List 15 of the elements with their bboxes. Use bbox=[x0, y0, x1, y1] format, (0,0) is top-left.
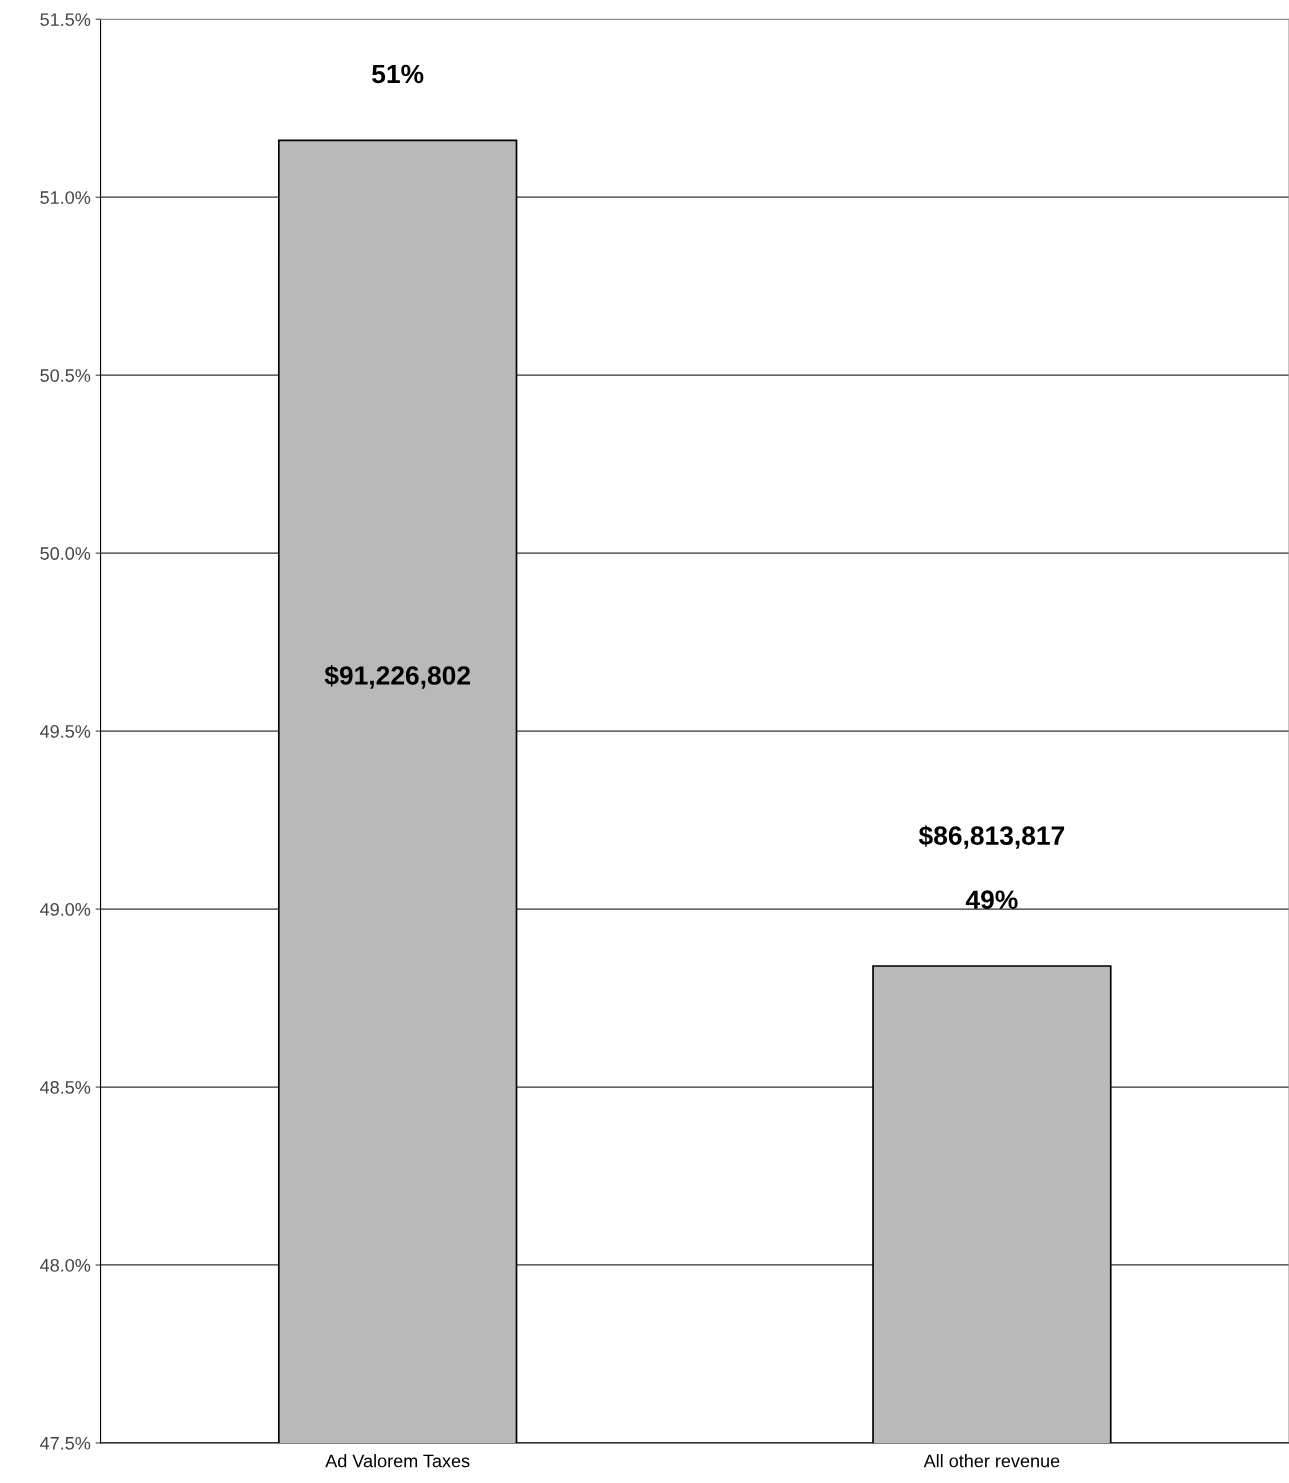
y-tick-label: 51.0% bbox=[40, 191, 91, 204]
y-tick-label: 49.0% bbox=[40, 903, 91, 916]
y-tick-label: 50.0% bbox=[40, 547, 91, 560]
annotation: $91,226,802 bbox=[324, 664, 470, 689]
x-tick-label: Ad Valorem Taxes bbox=[325, 1454, 470, 1468]
y-tick-label: 47.5% bbox=[40, 1436, 91, 1450]
x-tick-label: All other revenue bbox=[923, 1454, 1060, 1468]
data-label: 51% bbox=[372, 64, 424, 84]
y-tick-label: 51.5% bbox=[40, 13, 91, 26]
data-label: 49% bbox=[965, 890, 1018, 910]
y-tick-label: 48.5% bbox=[40, 1080, 91, 1094]
y-tick-label: 50.5% bbox=[40, 369, 91, 382]
annotation: $86,813,817 bbox=[918, 825, 1065, 849]
y-tick-label: 48.0% bbox=[40, 1258, 91, 1272]
y-tick-label: 49.5% bbox=[40, 725, 91, 738]
